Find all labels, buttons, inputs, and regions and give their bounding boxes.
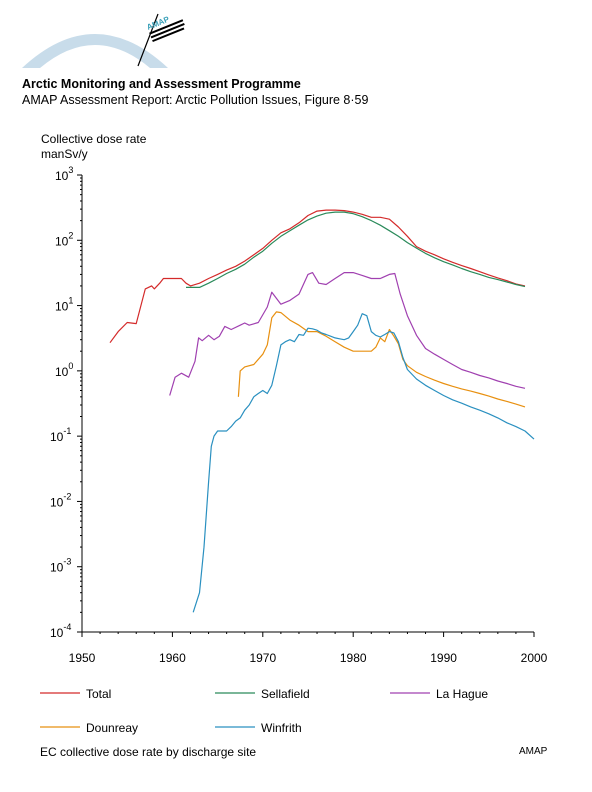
series-line-dounreay (237, 311, 526, 408)
x-tick-label: 1990 (430, 651, 457, 665)
x-tick-label: 1960 (159, 651, 186, 665)
y-tick-exponent: 2 (68, 230, 73, 240)
x-tick-label: 1980 (340, 651, 367, 665)
y-tick-label: 101 (55, 296, 73, 314)
axes (81, 175, 534, 633)
credit-label: AMAP (519, 746, 548, 757)
series-line-total (109, 209, 526, 344)
legend-label-winfrith: Winfrith (261, 721, 302, 735)
series-line-sellafield (186, 211, 526, 288)
legend-label-total: Total (86, 687, 111, 701)
logo-arc (22, 34, 168, 68)
y-tick-label: 100 (55, 361, 73, 379)
legend-label-sellafield: Sellafield (261, 687, 310, 701)
legend-label-la-hague: La Hague (436, 687, 488, 701)
x-ticks: 1950 1960 1970 1980 1990 2000 (69, 632, 548, 665)
y-tick-label: 10-1 (50, 426, 71, 444)
legend: Total Sellafield La Hague Dounreay Winfrith (40, 687, 488, 735)
y-axis-label: Collective dose rate (41, 132, 147, 146)
y-tick-exponent: -3 (63, 557, 71, 567)
y-tick-label: 10-2 (50, 491, 71, 509)
y-tick-label: 103 (55, 165, 73, 183)
y-tick-exponent: -4 (63, 622, 71, 632)
figure-caption: EC collective dose rate by discharge sit… (40, 745, 257, 759)
y-tick-exponent: 1 (68, 296, 73, 306)
y-tick-exponent: 0 (68, 361, 73, 371)
series-line-winfrith (192, 313, 535, 613)
legend-label-dounreay: Dounreay (86, 721, 138, 735)
x-tick-label: 1950 (69, 651, 96, 665)
y-tick-exponent: -2 (63, 491, 71, 501)
x-tick-label: 1970 (249, 651, 276, 665)
logo-lines-3 (152, 27, 185, 43)
y-tick-exponent: -1 (63, 426, 71, 436)
amap-logo: AMAP (22, 13, 185, 68)
y-tick-label: 10-4 (50, 622, 71, 640)
logo-lines-2 (150, 23, 185, 39)
report-title: AMAP Assessment Report: Arctic Pollution… (22, 93, 369, 107)
logo-lines (149, 19, 184, 35)
y-axis-unit: manSv/y (41, 147, 88, 161)
org-title: Arctic Monitoring and Assessment Program… (22, 77, 301, 91)
y-tick-exponent: 3 (68, 165, 73, 175)
logo-stroke (137, 13, 159, 67)
y-tick-label: 102 (55, 230, 73, 248)
y-tick-label: 10-3 (50, 557, 71, 575)
series-lines (109, 209, 535, 613)
x-tick-label: 2000 (521, 651, 548, 665)
series-line-la-hague (169, 272, 526, 396)
